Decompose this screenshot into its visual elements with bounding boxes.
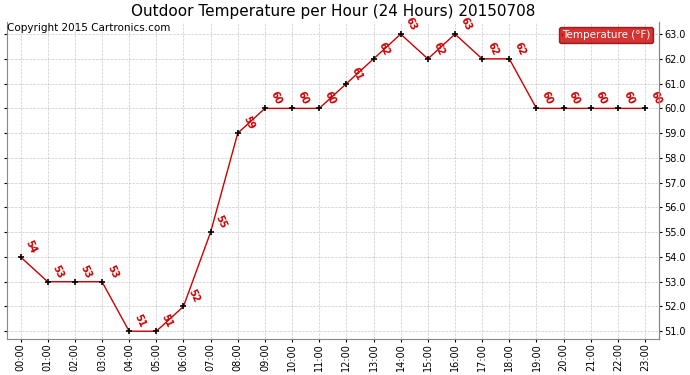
Text: 63: 63	[458, 16, 473, 32]
Text: 53: 53	[106, 263, 120, 280]
Text: 60: 60	[268, 90, 283, 106]
Text: 60: 60	[649, 90, 663, 106]
Text: 59: 59	[241, 115, 256, 131]
Text: 62: 62	[431, 40, 446, 57]
Text: 60: 60	[567, 90, 582, 106]
Text: 62: 62	[485, 40, 500, 57]
Text: 55: 55	[214, 214, 228, 230]
Legend: Temperature (°F): Temperature (°F)	[559, 27, 653, 43]
Text: 60: 60	[295, 90, 310, 106]
Text: 60: 60	[322, 90, 337, 106]
Title: Outdoor Temperature per Hour (24 Hours) 20150708: Outdoor Temperature per Hour (24 Hours) …	[130, 4, 535, 19]
Text: 53: 53	[78, 263, 93, 280]
Text: 60: 60	[594, 90, 609, 106]
Text: 61: 61	[350, 65, 364, 82]
Text: 53: 53	[51, 263, 66, 280]
Text: 62: 62	[377, 40, 391, 57]
Text: 54: 54	[23, 238, 39, 255]
Text: 60: 60	[540, 90, 555, 106]
Text: Copyright 2015 Cartronics.com: Copyright 2015 Cartronics.com	[7, 23, 170, 33]
Text: 52: 52	[187, 288, 201, 304]
Text: 63: 63	[404, 16, 419, 32]
Text: 62: 62	[513, 40, 527, 57]
Text: 60: 60	[621, 90, 636, 106]
Text: 51: 51	[132, 313, 147, 329]
Text: 51: 51	[159, 313, 175, 329]
